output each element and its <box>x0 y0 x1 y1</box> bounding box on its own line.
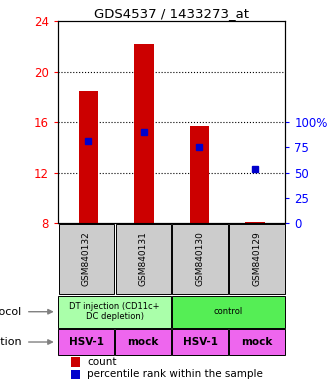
FancyBboxPatch shape <box>172 296 285 328</box>
FancyBboxPatch shape <box>115 224 171 294</box>
Text: GSM840132: GSM840132 <box>82 232 91 286</box>
Bar <box>245 222 265 223</box>
Text: infection: infection <box>0 337 21 347</box>
FancyBboxPatch shape <box>173 224 228 294</box>
Text: mock: mock <box>241 337 273 347</box>
Text: count: count <box>87 357 116 367</box>
FancyBboxPatch shape <box>58 329 114 355</box>
Text: DT injection (CD11c+
DC depletion): DT injection (CD11c+ DC depletion) <box>69 302 160 321</box>
Bar <box>134 44 153 223</box>
FancyBboxPatch shape <box>59 224 114 294</box>
Text: mock: mock <box>127 337 159 347</box>
Title: GDS4537 / 1433273_at: GDS4537 / 1433273_at <box>94 7 249 20</box>
Bar <box>79 91 98 223</box>
Bar <box>190 126 209 223</box>
FancyBboxPatch shape <box>115 329 171 355</box>
Text: protocol: protocol <box>0 307 21 317</box>
Bar <box>71 357 80 367</box>
Text: GSM840130: GSM840130 <box>196 232 205 286</box>
FancyBboxPatch shape <box>229 329 285 355</box>
Text: GSM840129: GSM840129 <box>252 232 261 286</box>
Text: GSM840131: GSM840131 <box>139 232 148 286</box>
Text: percentile rank within the sample: percentile rank within the sample <box>87 369 263 379</box>
FancyBboxPatch shape <box>172 329 228 355</box>
Bar <box>71 369 80 379</box>
FancyBboxPatch shape <box>229 224 284 294</box>
Text: HSV-1: HSV-1 <box>69 337 104 347</box>
Text: control: control <box>214 307 243 316</box>
FancyBboxPatch shape <box>58 296 171 328</box>
Text: HSV-1: HSV-1 <box>182 337 217 347</box>
